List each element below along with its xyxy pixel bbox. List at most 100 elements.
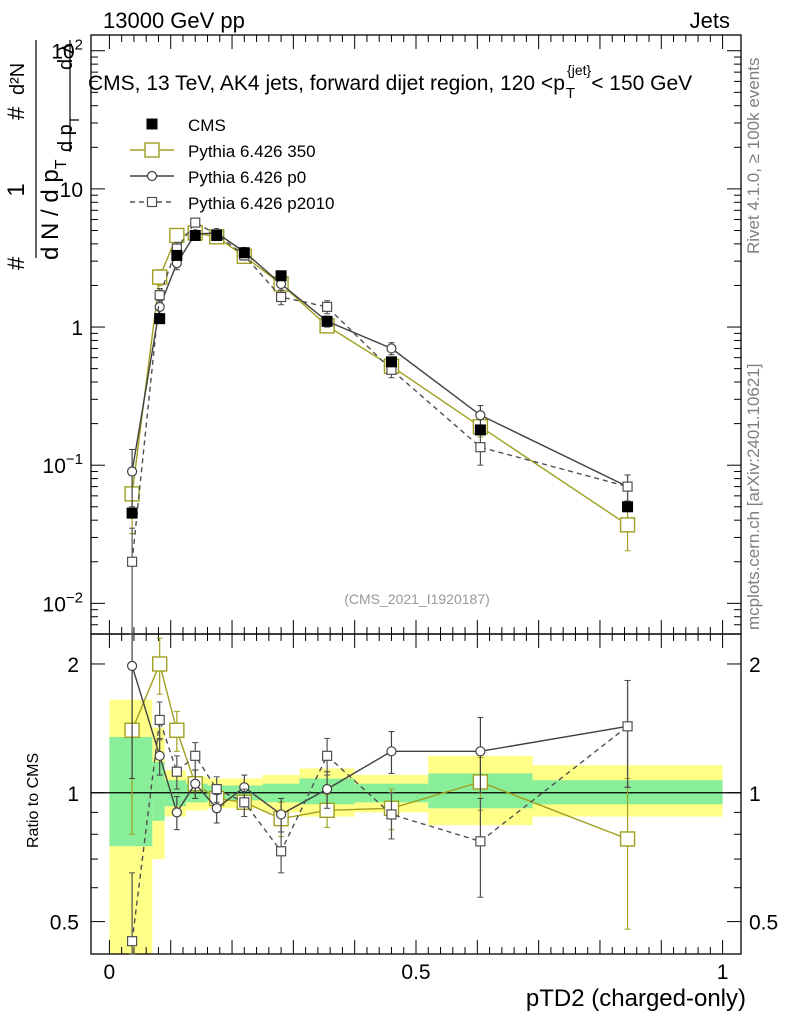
ratio-point-1 bbox=[171, 807, 182, 818]
legend-marker-3 bbox=[146, 196, 158, 208]
legend-label-0: CMS bbox=[188, 116, 226, 135]
cms-data-point bbox=[238, 247, 250, 259]
ratio-plot: 0 0.5 1 0.5 0.5 1 1 2 2 bbox=[50, 633, 778, 984]
ylabel-inner-den1-sub: T bbox=[66, 115, 82, 124]
main-point-1 bbox=[386, 343, 397, 354]
ylabel-inner-den1-main: d p bbox=[55, 124, 77, 152]
ratio-point-2 bbox=[154, 714, 165, 726]
main-point-1 bbox=[475, 410, 486, 421]
main-ytick-base: 1 bbox=[71, 317, 83, 340]
ratio-ytick-label-right-2: 2 bbox=[749, 654, 761, 677]
main-line-2 bbox=[131, 221, 628, 562]
main-point-2 bbox=[622, 481, 633, 492]
main-point-2 bbox=[321, 301, 333, 312]
green-band-1 bbox=[152, 762, 165, 821]
x-axis-label: pTD2 (charged-only) bbox=[526, 985, 746, 1012]
legend-marker-1 bbox=[144, 142, 160, 158]
ratio-ytick-label-right-0: 0.5 bbox=[749, 912, 778, 935]
ratio-point-0 bbox=[151, 656, 168, 672]
main-ytick-exp: 2 bbox=[75, 37, 83, 54]
main-point-0 bbox=[151, 269, 168, 285]
ratio-point-2 bbox=[622, 721, 633, 732]
legend-marker-0 bbox=[146, 118, 158, 130]
ratio-point-2 bbox=[475, 836, 486, 847]
main-point-1 bbox=[154, 301, 165, 312]
legend-marker-2 bbox=[146, 170, 158, 182]
ratio-point-2 bbox=[239, 797, 250, 808]
x-tick-label-2: 1 bbox=[717, 961, 729, 984]
ylabel-den-main: d N / d p bbox=[37, 169, 64, 260]
title-suffix: < 150 GeV bbox=[591, 72, 692, 95]
ratio-point-2 bbox=[275, 846, 287, 857]
ratio-point-0 bbox=[619, 831, 636, 847]
ratio-point-1 bbox=[211, 803, 222, 814]
ratio-point-2 bbox=[171, 766, 182, 777]
title-prefix: CMS, 13 TeV, AK4 jets, forward dijet reg… bbox=[88, 72, 565, 95]
ratio-ytick-label-left-0: 0.5 bbox=[50, 912, 79, 935]
cms-data-point bbox=[385, 356, 397, 368]
ylabel-hash-2: # bbox=[3, 106, 30, 120]
x-tick-label-0: 0 bbox=[104, 961, 116, 984]
ratio-ylabel: Ratio to CMS bbox=[25, 753, 42, 848]
main-ytick-base: 10 bbox=[43, 593, 66, 616]
cms-data-point bbox=[211, 229, 223, 241]
ylabel-inner-den1: d pT bbox=[55, 115, 82, 152]
main-point-2 bbox=[475, 442, 486, 453]
cms-data-point bbox=[171, 249, 183, 261]
ylabel-hash-1: # bbox=[3, 256, 30, 270]
rivet-label: Rivet 4.1.0, ≥ 100k events bbox=[744, 58, 763, 254]
main-point-1 bbox=[126, 466, 138, 477]
cms-data-point bbox=[321, 315, 333, 327]
cms-data-point bbox=[154, 313, 166, 325]
title-sub: T bbox=[566, 85, 575, 102]
main-point-0 bbox=[619, 517, 636, 533]
plot-title: CMS, 13 TeV, AK4 jets, forward dijet reg… bbox=[88, 62, 692, 102]
ylabel-den-sub: T bbox=[53, 159, 70, 169]
main-ytick-base: 10 bbox=[60, 179, 83, 202]
ratio-point-2 bbox=[321, 750, 333, 761]
watermark: (CMS_2021_I1920187) bbox=[344, 591, 490, 607]
main-point-2 bbox=[275, 291, 287, 303]
main-ytick-exp: −1 bbox=[66, 451, 83, 468]
ratio-point-1 bbox=[321, 784, 333, 795]
ratio-point-1 bbox=[275, 809, 287, 820]
ratio-point-1 bbox=[475, 746, 486, 757]
ratio-point-1 bbox=[126, 660, 138, 671]
main-ytick-label-4: 102 bbox=[51, 37, 83, 64]
cms-data-point bbox=[474, 424, 486, 436]
ratio-line-2 bbox=[131, 719, 629, 942]
header-left: 13000 GeV pp bbox=[103, 8, 245, 33]
ratio-point-1 bbox=[386, 746, 397, 757]
main-ylabel: # 1 d N / d pT # d²N d pT d λ bbox=[3, 40, 82, 270]
ylabel-den: d N / d pT bbox=[37, 159, 70, 260]
main-ytick-label-2: 1 bbox=[71, 317, 83, 340]
ratio-point-2 bbox=[126, 936, 138, 947]
ratio-point-2 bbox=[211, 784, 222, 795]
ratio-point-2 bbox=[190, 750, 201, 761]
ylabel-inner-den2: d λ bbox=[55, 43, 77, 70]
ratio-point-1 bbox=[154, 750, 165, 761]
mcplots-label: mcplots.cern.ch [arXiv:2401.10621] bbox=[744, 364, 763, 630]
cms-data-point bbox=[126, 507, 138, 519]
main-line-0 bbox=[131, 232, 628, 526]
main-ytick-base: 10 bbox=[43, 455, 66, 478]
main-ytick-label-3: 10 bbox=[60, 179, 83, 202]
ratio-point-2 bbox=[386, 809, 397, 820]
x-tick-label-1: 0.5 bbox=[401, 961, 430, 984]
cms-data-point bbox=[189, 229, 201, 241]
ylabel-one: 1 bbox=[3, 183, 30, 196]
main-point-2 bbox=[154, 290, 165, 301]
legend-label-3: Pythia 6.426 p2010 bbox=[188, 194, 335, 213]
cms-data-point bbox=[275, 270, 287, 282]
legend: CMS Pythia 6.426 350 Pythia 6.426 p0 Pythia… bbox=[130, 116, 335, 213]
main-ytick-label-1: 10−1 bbox=[43, 451, 83, 478]
ratio-ytick-label-left-2: 2 bbox=[67, 654, 79, 677]
main-point-2 bbox=[126, 556, 138, 567]
main-ytick-base: 10 bbox=[51, 41, 74, 64]
green-band-0 bbox=[109, 737, 153, 847]
main-ytick-label-0: 10−2 bbox=[43, 589, 83, 616]
main-ytick-exp: −2 bbox=[66, 589, 83, 606]
ratio-point-1 bbox=[190, 778, 201, 789]
